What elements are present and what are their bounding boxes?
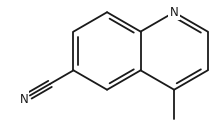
Text: N: N [170,6,178,19]
Text: N: N [19,92,28,105]
